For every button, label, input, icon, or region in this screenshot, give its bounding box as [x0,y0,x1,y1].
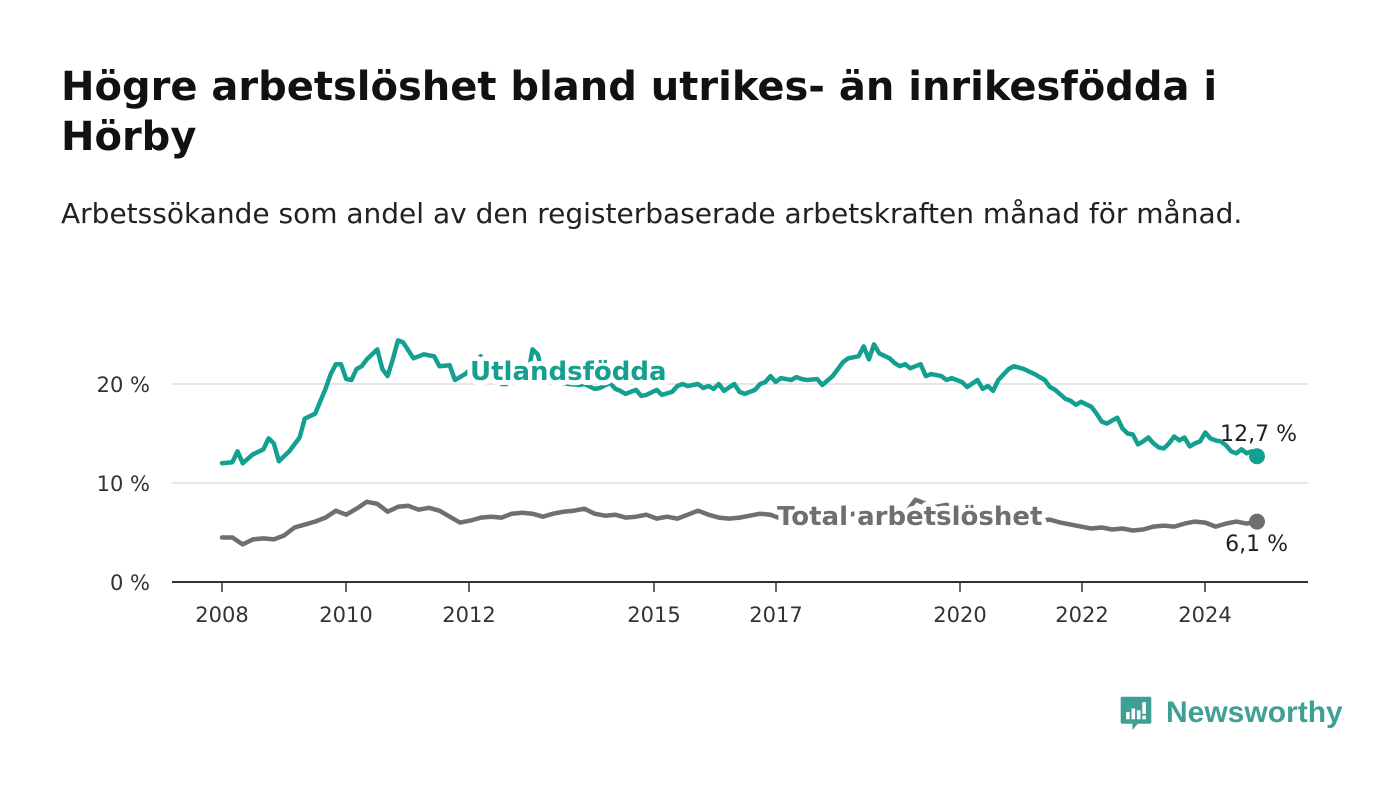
chart-title: Högre arbetslöshet bland utrikes- än inr… [61,64,1218,160]
series-label-total-halo: Total arbetslöshet [777,502,1042,532]
x-tick-label: 2022 [1055,603,1108,627]
y-tick-label: 10 % [97,472,150,496]
newsworthy-logo-icon [1120,696,1152,731]
x-tick-label: 2017 [749,603,802,627]
x-tick-label: 2010 [319,603,372,627]
brand: Newsworthy [1118,690,1343,736]
y-tick-label: 0 % [110,571,150,595]
end-point-utlandsfodda [1249,448,1265,465]
series-line-total [219,497,1260,547]
series-line-utlandsfodda [219,338,1260,466]
series-label-utlandsfodda-halo: Utlandsfödda [470,357,667,387]
x-tick-label: 2015 [627,603,680,627]
end-value-utlandsfodda: 12,7 % [1220,422,1297,447]
x-tick-label: 2008 [195,603,248,627]
gridlines [172,383,1308,583]
x-axis: 2008 2010 2012 2015 2017 2020 2022 2024 [195,582,1232,627]
end-point-total [1249,513,1265,530]
y-tick-label: 20 % [97,373,150,397]
series-label-utlandsfodda: Utlandsfödda [470,357,667,387]
end-value-total: 6,1 % [1225,532,1288,557]
x-tick-label: 2020 [933,603,986,627]
x-tick-label: 2024 [1178,603,1231,627]
y-axis: 0 % 10 % 20 % [97,373,150,595]
series-lines [219,338,1265,547]
x-tick-label: 2012 [442,603,495,627]
brand-name: Newsworthy [1166,696,1343,729]
series-label-total: Total arbetslöshet [777,502,1042,532]
chart-subtitle: Arbetssökande som andel av den registerb… [61,197,1243,230]
